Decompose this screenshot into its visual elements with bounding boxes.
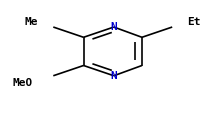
Text: N: N (110, 71, 117, 81)
Text: MeO: MeO (13, 78, 33, 88)
Text: Et: Et (187, 17, 201, 27)
Text: Me: Me (25, 17, 38, 27)
Text: N: N (110, 22, 117, 32)
